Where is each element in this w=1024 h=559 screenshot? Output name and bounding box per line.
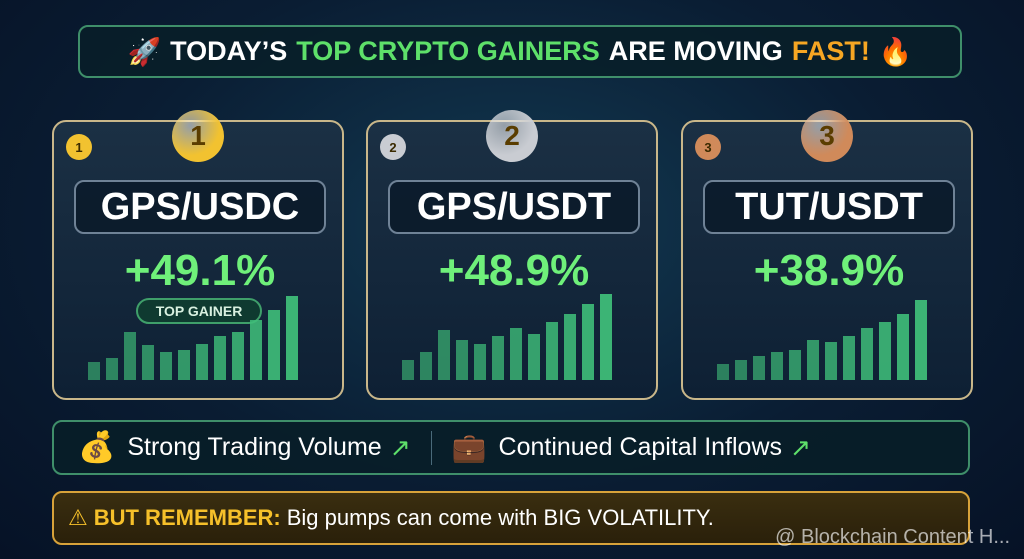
decor-bar [402, 360, 414, 380]
warning-label: BUT REMEMBER: [93, 505, 281, 530]
decor-bar [214, 336, 226, 380]
divider [430, 430, 432, 465]
warning-icon: ⚠ [68, 505, 88, 530]
title-part: ARE MOVING [608, 36, 783, 66]
pair: TUT/USDT [703, 180, 955, 234]
decor-bar [124, 332, 136, 380]
title-part: TOP CRYPTO GAINERS [296, 36, 600, 66]
card: 1 1 GPS/USDC +49.1% TOP GAINER [52, 110, 344, 400]
decor-bar [915, 300, 927, 380]
decor-bar [564, 314, 576, 380]
decor-bar [825, 342, 837, 380]
decor-bar [88, 362, 100, 380]
decor-bar [717, 364, 729, 380]
fire-icon: 🔥 [878, 36, 913, 67]
small-medal: 1 [66, 134, 92, 160]
pair: GPS/USDC [74, 180, 326, 234]
mini-chart [717, 300, 927, 380]
watermark: @ Blockchain Content H... [775, 526, 1010, 548]
mini-chart [88, 296, 298, 380]
card: 3 3 TUT/USDT +38.9% [681, 110, 973, 400]
medal: 3 [801, 110, 853, 162]
decor-bar [250, 320, 262, 380]
money-icon: 💰 [78, 431, 116, 464]
title-part: TODAY’S [170, 36, 288, 66]
features: 💰 Strong Trading Volume ↗ 💼 Continued Ca… [52, 420, 970, 475]
decor-bar [420, 352, 432, 380]
decor-bar [286, 296, 298, 380]
decor-bar [178, 350, 190, 380]
briefcase-icon: 💼 [451, 432, 487, 463]
decor-bar [861, 328, 873, 380]
pair: GPS/USDT [388, 180, 640, 234]
decor-bar [897, 314, 909, 380]
warning-text: Big pumps can come with BIG VOLATILITY. [286, 505, 714, 530]
decor-bar [771, 352, 783, 380]
decor-bar [142, 345, 154, 380]
title-part: FAST! [791, 36, 870, 66]
decor-bar [196, 344, 208, 380]
decor-bar [160, 352, 172, 380]
change: +48.9% [438, 246, 590, 295]
decor-bar [232, 332, 244, 380]
decor-bar [456, 340, 468, 380]
decor-bar [807, 340, 819, 380]
decor-bar [843, 336, 855, 380]
decor-bar [474, 344, 486, 380]
card: 2 2 GPS/USDT +48.9% [366, 110, 658, 400]
decor-bar [528, 334, 540, 380]
decor-bar [789, 350, 801, 380]
decor-bar [268, 310, 280, 380]
arrow-icon: ↗ [389, 433, 411, 462]
arrow-icon: ↗ [790, 433, 811, 462]
decor-bar [492, 336, 504, 380]
header: 🚀 TODAY’S TOP CRYPTO GAINERS ARE MOVING … [78, 25, 962, 78]
feature: Strong Trading Volume [127, 433, 382, 461]
mini-chart [402, 294, 612, 380]
decor-bar [753, 356, 765, 380]
decor-bar [546, 322, 558, 380]
decor-bar [582, 304, 594, 380]
warning: ⚠ BUT REMEMBER: Big pumps can come with … [52, 491, 970, 545]
decor-bar [510, 328, 522, 380]
small-medal: 2 [380, 134, 406, 160]
decor-bar [600, 294, 612, 380]
change: +38.9% [753, 246, 905, 295]
medal: 2 [486, 110, 538, 162]
medal: 1 [172, 110, 224, 162]
decor-bar [106, 358, 118, 380]
change: +49.1% [124, 246, 276, 295]
decor-bar [879, 322, 891, 380]
decor-bar [438, 330, 450, 380]
small-medal: 3 [695, 134, 721, 160]
feature: Continued Capital Inflows [498, 433, 783, 461]
badge: TOP GAINER [136, 298, 262, 324]
rocket-icon: 🚀 [127, 36, 162, 67]
decor-bar [735, 360, 747, 380]
